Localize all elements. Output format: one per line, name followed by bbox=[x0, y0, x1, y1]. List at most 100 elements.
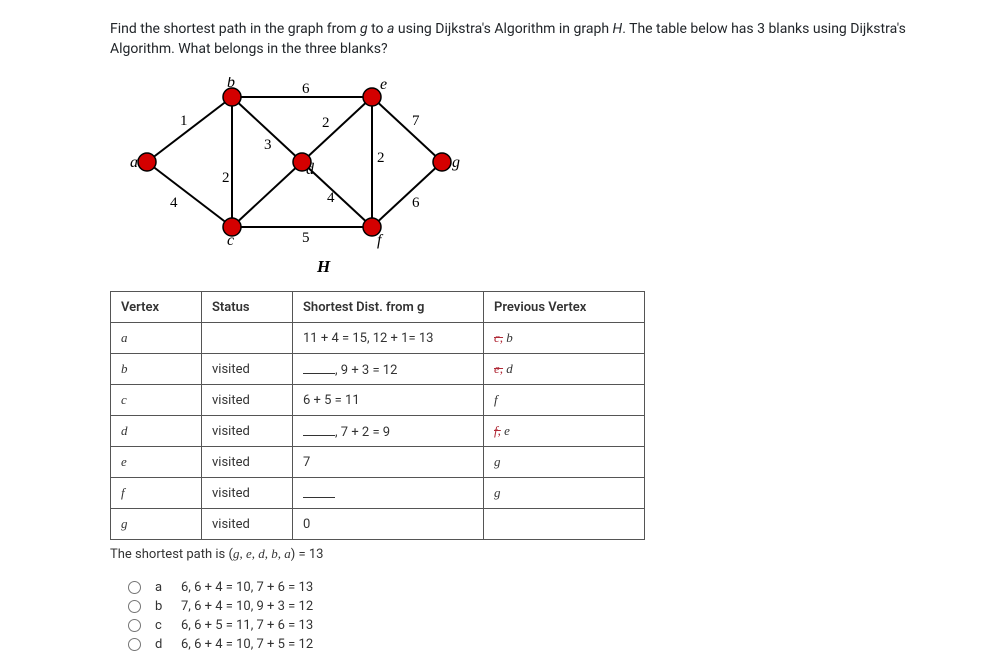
table-row: bvisited , 9 + 3 = 12 e, d bbox=[111, 354, 645, 385]
graph-edge bbox=[302, 97, 372, 162]
edge-weight: 1 bbox=[180, 113, 188, 129]
edge-weight: 6 bbox=[412, 195, 420, 211]
edge-weight: 4 bbox=[170, 195, 178, 211]
graph-figure: 14236524276abcdefgH bbox=[110, 77, 1007, 281]
node-label: b bbox=[227, 77, 235, 91]
dijkstra-table: Vertex Status Shortest Dist. from g Prev… bbox=[110, 291, 645, 540]
th-vertex: Vertex bbox=[111, 292, 202, 323]
edge-weight: 6 bbox=[302, 81, 310, 97]
blank-line bbox=[303, 422, 335, 436]
cell-prev: e, d bbox=[484, 354, 645, 385]
option-letter: a bbox=[155, 580, 167, 595]
cell-vertex: d bbox=[111, 416, 202, 447]
edge-weight: 7 bbox=[412, 113, 420, 129]
q-mid2: using Dijkstra's Algorithm in graph bbox=[394, 21, 612, 37]
blank-line bbox=[303, 484, 335, 498]
prev-final: g bbox=[494, 485, 501, 500]
path-suffix: ) = 13 bbox=[291, 547, 324, 562]
th-dist: Shortest Dist. from g bbox=[293, 292, 484, 323]
edge-weight: 2 bbox=[222, 170, 230, 186]
shortest-path-note: The shortest path is (g, e, d, b, a) = 1… bbox=[110, 546, 1007, 562]
cell-dist: 6 + 5 = 11 bbox=[293, 385, 484, 416]
cell-status: visited bbox=[202, 385, 293, 416]
path-prefix: The shortest path is ( bbox=[110, 547, 233, 562]
dist-after: , 9 + 3 = 12 bbox=[335, 363, 397, 378]
path-seq: g, e, d, b, a bbox=[233, 546, 291, 561]
prev-final: d bbox=[503, 361, 513, 376]
answer-options: a 6, 6 + 4 = 10, 7 + 6 = 13 b 7, 6 + 4 = 10… bbox=[110, 580, 1007, 652]
q-h: H bbox=[613, 21, 623, 37]
table-row: fvisitedg bbox=[111, 478, 645, 509]
cell-dist bbox=[293, 478, 484, 509]
option-letter: c bbox=[155, 618, 167, 633]
cell-status: visited bbox=[202, 478, 293, 509]
th-prev: Previous Vertex bbox=[484, 292, 645, 323]
node-label: e bbox=[380, 77, 387, 93]
option-radio[interactable] bbox=[128, 638, 141, 651]
option-text: 6, 6 + 5 = 11, 7 + 6 = 13 bbox=[181, 618, 313, 633]
option-text: 6, 6 + 4 = 10, 7 + 5 = 12 bbox=[181, 637, 313, 652]
option-row: d 6, 6 + 4 = 10, 7 + 5 = 12 bbox=[128, 637, 1007, 652]
table-row: gvisited0 bbox=[111, 509, 645, 540]
cell-dist: 7 bbox=[293, 447, 484, 478]
cell-prev: g bbox=[484, 447, 645, 478]
prev-crossed: f, bbox=[494, 423, 501, 438]
table-row: cvisited6 + 5 = 11 f bbox=[111, 385, 645, 416]
cell-status: visited bbox=[202, 447, 293, 478]
cell-status: visited bbox=[202, 416, 293, 447]
cell-status bbox=[202, 323, 293, 354]
edge-weight: 4 bbox=[327, 190, 335, 206]
table-row: dvisited, 7 + 2 = 9f, e bbox=[111, 416, 645, 447]
option-row: b 7, 6 + 4 = 10, 9 + 3 = 12 bbox=[128, 599, 1007, 614]
cell-vertex: a bbox=[111, 323, 202, 354]
graph-svg: 14236524276abcdefgH bbox=[122, 77, 472, 277]
graph-edge bbox=[232, 162, 302, 227]
option-row: c 6, 6 + 5 = 11, 7 + 6 = 13 bbox=[128, 618, 1007, 633]
prev-final: g bbox=[494, 454, 501, 469]
option-row: a 6, 6 + 4 = 10, 7 + 6 = 13 bbox=[128, 580, 1007, 595]
option-radio[interactable] bbox=[128, 619, 141, 632]
edge-weight: 2 bbox=[322, 115, 330, 131]
edge-weight: 3 bbox=[264, 137, 272, 153]
cell-status: visited bbox=[202, 354, 293, 385]
option-radio[interactable] bbox=[128, 581, 141, 594]
option-letter: b bbox=[155, 599, 167, 614]
cell-status: visited bbox=[202, 509, 293, 540]
cell-dist: , 9 + 3 = 12 bbox=[293, 354, 484, 385]
graph-node bbox=[363, 88, 381, 106]
cell-vertex: c bbox=[111, 385, 202, 416]
graph-label-H: H bbox=[316, 257, 331, 276]
table-row: a11 + 4 = 15, 12 + 1= 13c, b bbox=[111, 323, 645, 354]
option-text: 7, 6 + 4 = 10, 9 + 3 = 12 bbox=[181, 599, 313, 614]
cell-vertex: b bbox=[111, 354, 202, 385]
option-letter: d bbox=[155, 637, 167, 652]
q-prefix: Find the shortest path in the graph from bbox=[110, 21, 360, 37]
cell-prev bbox=[484, 509, 645, 540]
cell-prev: c, b bbox=[484, 323, 645, 354]
option-text: 6, 6 + 4 = 10, 7 + 6 = 13 bbox=[181, 580, 313, 595]
graph-node bbox=[433, 153, 451, 171]
question-text: Find the shortest path in the graph from… bbox=[110, 20, 940, 59]
table-row: evisited7g bbox=[111, 447, 645, 478]
prev-final: f bbox=[494, 392, 498, 407]
prev-final: b bbox=[503, 330, 513, 345]
node-label: f bbox=[377, 232, 384, 249]
node-label: a bbox=[130, 154, 138, 171]
graph-edge bbox=[372, 162, 442, 227]
prev-crossed: c, bbox=[494, 330, 503, 345]
option-radio[interactable] bbox=[128, 600, 141, 613]
cell-dist: 0 bbox=[293, 509, 484, 540]
edge-weight: 2 bbox=[377, 150, 385, 166]
cell-prev: f, e bbox=[484, 416, 645, 447]
graph-edge bbox=[147, 97, 232, 162]
cell-vertex: e bbox=[111, 447, 202, 478]
q-g: g bbox=[360, 21, 368, 37]
edge-weight: 5 bbox=[302, 230, 310, 246]
cell-prev: g bbox=[484, 478, 645, 509]
graph-edge bbox=[147, 162, 232, 227]
prev-final: e bbox=[501, 423, 510, 438]
graph-node bbox=[138, 153, 156, 171]
cell-prev: f bbox=[484, 385, 645, 416]
node-label: c bbox=[227, 232, 234, 249]
cell-vertex: g bbox=[111, 509, 202, 540]
